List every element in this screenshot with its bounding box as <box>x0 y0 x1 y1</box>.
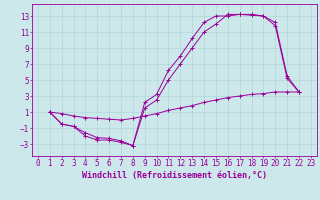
X-axis label: Windchill (Refroidissement éolien,°C): Windchill (Refroidissement éolien,°C) <box>82 171 267 180</box>
